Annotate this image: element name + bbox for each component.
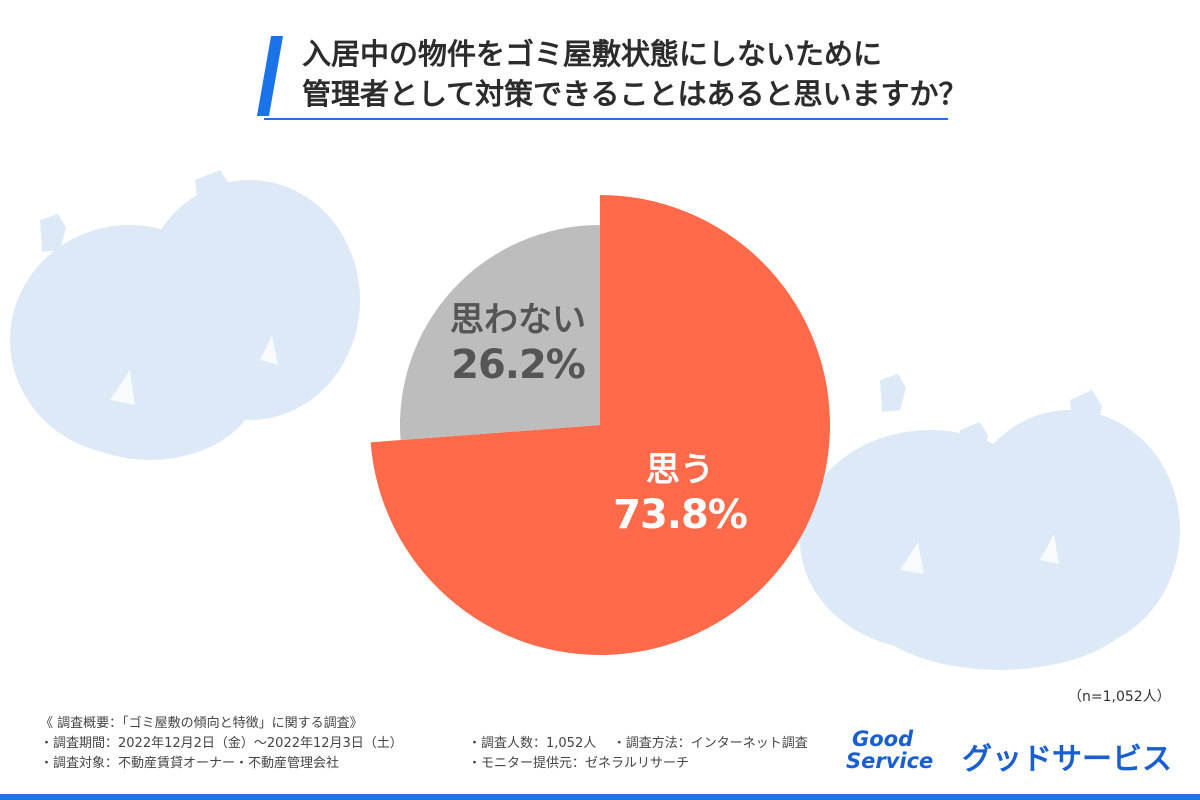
sample-size: （n=1,052人） [1068,689,1171,705]
pie-label-yes-value: 73.8% [613,491,748,538]
survey-provider: ・モニター提供元：ゼネラルリサーチ [468,756,690,771]
logo-text: グッドサービス [962,742,1172,777]
survey-row-2: ・調査対象：不動産賃貸オーナー・不動産管理会社 ・モニター提供元：ゼネラルリサー… [40,754,689,774]
survey-target: ・調査対象：不動産賃貸オーナー・不動産管理会社 [40,756,340,771]
title-underline [264,118,948,120]
survey-period: ・調査期間：2022年12月2日（金）〜2022年12月3日（土） [40,736,403,751]
survey-notes: 《 調査概要：「ゴミ屋敷の傾向と特徴」に関する調査》 ・調査期間：2022年12… [40,714,808,774]
chart-title: 入居中の物件をゴミ屋敷状態にしないために 管理者として対策できることはあると思い… [302,34,968,114]
title-block: 入居中の物件をゴミ屋敷状態にしないために 管理者として対策できることはあると思い… [256,28,968,120]
pie-label-no-value: 26.2% [451,341,586,388]
logo-mark: Good Service [846,727,933,772]
pie-label-yes-category: 思う [646,450,714,490]
pie-label-yes: 思う 73.8% [600,450,760,539]
title-line-1: 入居中の物件をゴミ屋敷状態にしないために [302,37,883,71]
survey-count-method: ・調査人数：1,052人 ・調査方法：インターネット調査 [468,734,808,754]
survey-row-1: ・調査期間：2022年12月2日（金）〜2022年12月3日（土） ・調査人数：… [40,734,808,754]
pie-slice-yes [370,195,830,655]
title-line-2: 管理者として対策できることはあると思いますか？ [302,77,968,111]
pie-slice-no [400,225,600,441]
bottom-accent-bar [0,794,1200,800]
logo-mark-line-2: Service [846,749,934,773]
survey-method: ・調査方法：インターネット調査 [612,736,808,751]
pie-label-no: 思わない 26.2% [448,300,588,389]
logo-mark-line-1: Good [852,727,914,751]
company-logo: Good Service グッドサービス [846,727,1172,784]
survey-overview: 《 調査概要：「ゴミ屋敷の傾向と特徴」に関する調査》 [40,716,363,731]
survey-count: ・調査人数：1,052人 [468,736,597,751]
pie-label-no-category: 思わない [450,300,586,340]
